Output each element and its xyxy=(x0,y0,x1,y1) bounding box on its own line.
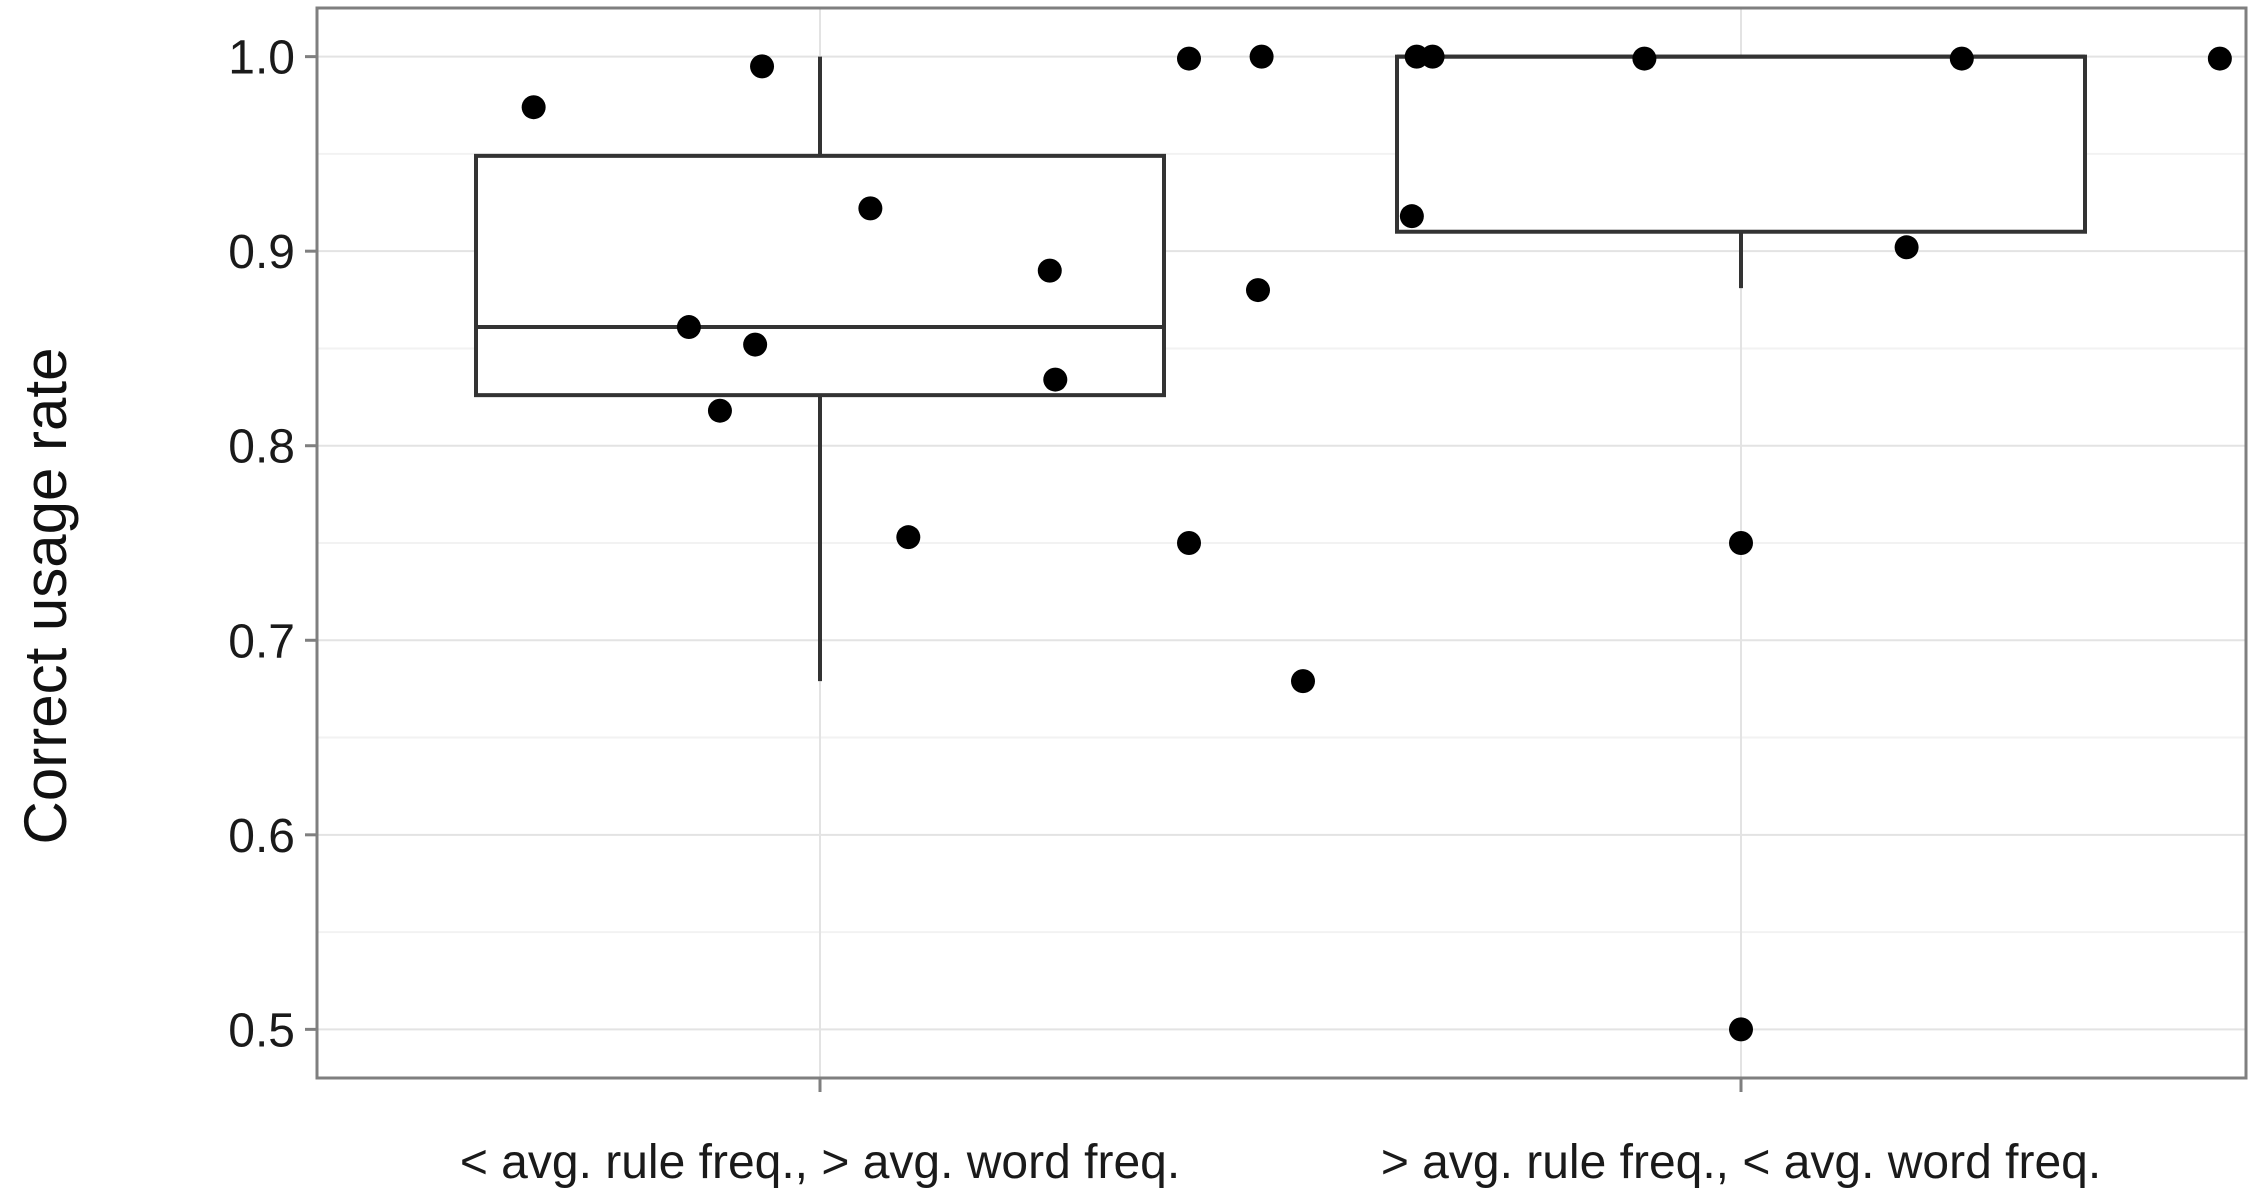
y-axis: 0.5 0.6 0.7 0.8 0.9 1.0 xyxy=(228,32,317,1057)
y-tick-label: 0.7 xyxy=(228,615,295,668)
data-point xyxy=(2207,46,2232,71)
data-point xyxy=(1729,531,1753,555)
data-point xyxy=(1037,258,1062,283)
data-point xyxy=(1177,46,1201,71)
data-point xyxy=(1420,44,1445,69)
data-point xyxy=(750,54,775,79)
data-point xyxy=(1246,278,1270,303)
data-point xyxy=(858,196,883,221)
data-point xyxy=(1043,367,1068,392)
x-axis: < avg. rule freq., > avg. word freq. > av… xyxy=(460,1078,2101,1189)
y-tick-label: 0.9 xyxy=(228,226,295,279)
boxes xyxy=(474,54,2087,682)
plot-panel-border xyxy=(315,6,2248,1080)
data-point xyxy=(1894,235,1919,260)
x-tick-label: < avg. rule freq., > avg. word freq. xyxy=(460,1136,1180,1189)
y-axis-title: Correct usage rate xyxy=(12,348,79,845)
data-point xyxy=(1632,46,1657,71)
data-point xyxy=(896,525,921,550)
data-point xyxy=(1177,531,1201,555)
data-point xyxy=(1949,46,1974,71)
data-point xyxy=(1399,204,1424,229)
data-point xyxy=(521,95,546,120)
data-point xyxy=(1249,44,1274,69)
data-point xyxy=(676,315,701,340)
x-tick-label: > avg. rule freq., < avg. word freq. xyxy=(1381,1136,2101,1189)
y-tick-label: 1.0 xyxy=(228,32,295,85)
box-iqr xyxy=(474,153,1166,398)
box-iqr xyxy=(1395,54,2087,234)
data-point xyxy=(1729,1017,1753,1042)
y-tick-label: 0.8 xyxy=(228,421,295,474)
data-points xyxy=(521,44,2232,1042)
y-tick-label: 0.6 xyxy=(228,810,295,863)
y-tick-label: 0.5 xyxy=(228,1004,295,1057)
data-point xyxy=(1291,669,1315,694)
data-point xyxy=(707,398,732,423)
data-point xyxy=(743,332,768,357)
